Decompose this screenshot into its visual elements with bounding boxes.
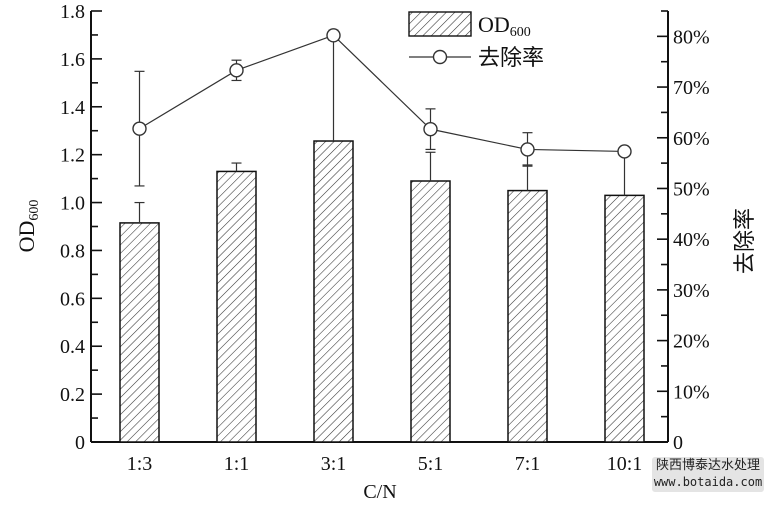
y2-tick-label: 30% [673,280,710,302]
y-axis-label: OD600 [14,200,42,253]
y-tick-label: 0.6 [60,288,85,310]
x-tick-label: 5:1 [418,453,444,475]
y2-tick-label: 20% [673,331,710,353]
x-tick-label: 10:1 [607,453,643,475]
y-tick-label: 0.4 [60,336,85,358]
x-tick-label: 3:1 [321,453,347,475]
y-tick-label: 1.6 [60,49,85,71]
y2-tick-label: 40% [673,229,710,251]
bar [410,180,451,443]
y2-tick-label: 80% [673,26,710,48]
x-axis-label: C/N [363,481,396,503]
legend-bar-swatch [408,11,472,37]
y2-tick-label: 70% [673,77,710,99]
y2-tick-label: 50% [673,178,710,200]
x-tick-label: 1:3 [127,453,153,475]
watermark: 陕西博泰达水处理 www.botaida.com [652,457,764,492]
bar [119,222,160,443]
bar [216,170,257,443]
y-tick-label: 1.8 [60,1,85,23]
legend-circle-marker [432,49,448,65]
removal-rate-point [229,63,244,78]
y-tick-label: 1.0 [60,193,85,215]
y2-tick-label: 60% [673,128,710,150]
bar [313,140,354,443]
y2-tick-label: 0 [673,432,683,454]
legend-removal-label: 去除率 [478,46,544,71]
removal-rate-line [139,34,625,153]
legend-od-label: OD600 [478,12,531,40]
y-tick-label: 1.4 [60,97,85,119]
watermark-line1: 陕西博泰达水处理 [655,458,760,473]
legend: OD600 去除率 [408,11,544,71]
bar [604,194,645,443]
x-tick-label: 7:1 [515,453,541,475]
y-tick-label: 0 [75,432,85,454]
y2-axis-label: 去除率 [733,208,758,274]
y-tick-label: 1.2 [60,145,85,167]
y-tick-label: 0.8 [60,240,85,262]
y2-tick-label: 10% [673,381,710,403]
removal-rate-point [132,121,147,136]
x-tick-label: 1:1 [224,453,250,475]
removal-rate-point [520,142,535,157]
y-tick-label: 0.2 [60,384,85,406]
removal-rate-point [423,121,438,137]
removal-rate-point [326,28,341,43]
watermark-line2: www.botaida.com [653,475,763,489]
removal-rate-point [617,144,632,159]
bar [507,189,548,443]
